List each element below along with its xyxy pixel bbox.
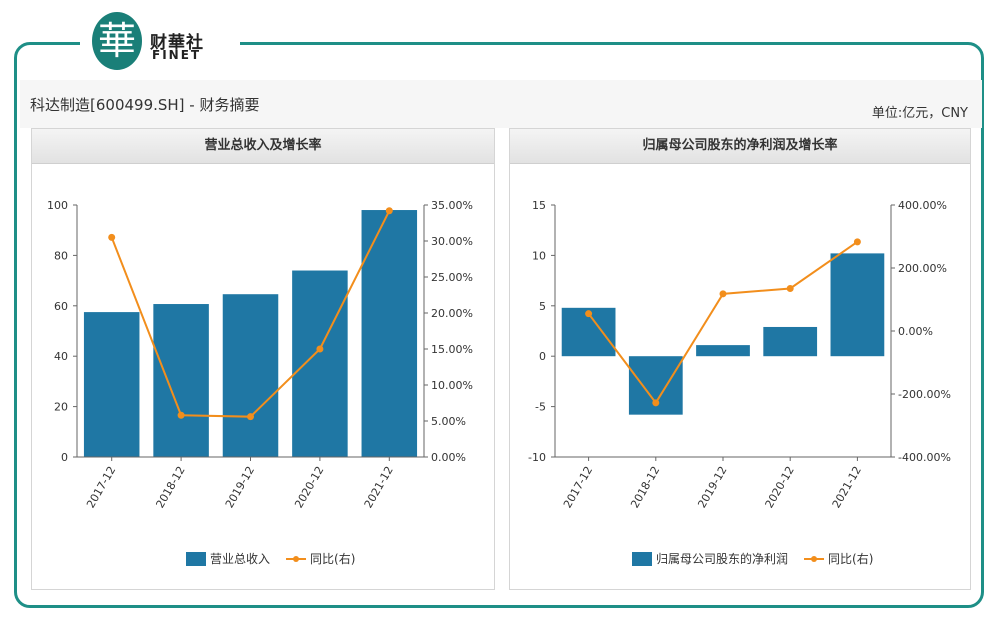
revenue-ytick-label: 20	[54, 401, 68, 414]
revenue-y2tick-label: 10.00%	[431, 379, 473, 392]
page-title: 科达制造[600499.SH] - 财务摘要	[30, 96, 260, 114]
brand-name-cn: 财華社	[150, 33, 204, 53]
brand-name-en: FINET	[152, 48, 202, 62]
revenue-y2tick-label: 25.00%	[431, 271, 473, 284]
revenue-bar	[292, 270, 348, 457]
net-profit-ytick-label: 15	[532, 199, 546, 212]
net-profit-yoy-point	[719, 290, 727, 298]
net-profit-ytick-label: 5	[539, 300, 546, 313]
title-band	[20, 80, 982, 128]
finet-logo-icon: 華	[92, 12, 142, 70]
revenue-xtick-label: 2020-12	[292, 464, 326, 510]
revenue-ytick-label: 40	[54, 350, 68, 363]
net-profit-y2tick-label: 400.00%	[898, 199, 947, 212]
revenue-yoy-point	[108, 233, 116, 241]
outer-frame	[14, 42, 984, 608]
net-profit-chart: -10 -5 0 5 10 15 -400.00% -200.00% 0.00% 200.00% 4…	[528, 199, 951, 566]
revenue-legend-line-label: 同比(右)	[310, 551, 355, 566]
net-profit-bar	[696, 345, 750, 357]
net-profit-legend-line-label: 同比(右)	[828, 551, 873, 566]
net-profit-yoy-point	[585, 310, 593, 318]
net-profit-y2tick-label: 0.00%	[898, 325, 933, 338]
revenue-ytick-label: 60	[54, 300, 68, 313]
net-profit-ytick-label: 0	[539, 350, 546, 363]
net-profit-legend-line-marker	[811, 556, 818, 562]
revenue-bar	[222, 294, 279, 457]
revenue-legend-bar-label: 营业总收入	[210, 552, 270, 566]
revenue-yoy-point	[316, 345, 324, 353]
net-profit-bar	[763, 326, 818, 357]
revenue-ytick-label: 80	[54, 249, 68, 262]
net-profit-yoy-line	[587, 241, 858, 405]
revenue-yoy-point	[177, 411, 185, 419]
net-profit-yoy-point	[652, 399, 660, 407]
unit-label: 单位:亿元，CNY	[871, 106, 968, 121]
revenue-ytick-label: 0	[61, 451, 68, 464]
net-profit-chart-title: 归属母公司股东的净利润及增长率	[510, 129, 970, 164]
revenue-legend-line-marker	[293, 556, 300, 562]
revenue-bar	[83, 312, 140, 457]
revenue-y2tick-label: 15.00%	[431, 343, 473, 356]
revenue-y2tick-label: 30.00%	[431, 235, 473, 248]
net-profit-legend-bar-swatch	[632, 552, 652, 566]
net-profit-ytick-label: -5	[535, 401, 546, 414]
revenue-bar	[153, 304, 209, 457]
net-profit-ytick-label: -10	[528, 451, 546, 464]
net-profit-bar	[830, 253, 885, 357]
net-profit-y2tick-label: -200.00%	[898, 388, 951, 401]
revenue-y2tick-label: 5.00%	[431, 415, 466, 428]
revenue-xtick-label: 2017-12	[84, 464, 118, 510]
revenue-y2tick-label: 20.00%	[431, 307, 473, 320]
revenue-y2tick-label: 0.00%	[431, 451, 466, 464]
net-profit-legend-bar-label: 归属母公司股东的净利润	[656, 551, 788, 566]
revenue-y2tick-label: 35.00%	[431, 199, 473, 212]
revenue-xtick-label: 2021-12	[362, 464, 396, 510]
net-profit-xtick-label: 2018-12	[628, 464, 662, 510]
revenue-xtick-label: 2018-12	[153, 464, 187, 510]
net-profit-xtick-label: 2020-12	[763, 464, 797, 510]
net-profit-yoy-point	[786, 284, 794, 292]
net-profit-y2tick-label: 200.00%	[898, 262, 947, 275]
revenue-chart-title: 营业总收入及增长率	[32, 129, 494, 164]
net-profit-y2tick-label: -400.00%	[898, 451, 951, 464]
net-profit-panel: 归属母公司股东的净利润及增长率 -10 -5 0 5 10 15 -400.00% -200.…	[509, 128, 971, 590]
net-profit-xtick-label: 2017-12	[561, 464, 595, 510]
net-profit-ytick-label: 10	[532, 249, 546, 262]
revenue-bar	[361, 210, 418, 457]
revenue-chart: 0 20 40 60 80 100 0.00% 5.00% 10.00% 15.00% 20.00%…	[47, 199, 473, 566]
revenue-xtick-label: 2019-12	[223, 464, 257, 510]
revenue-yoy-point	[385, 207, 393, 215]
net-profit-xtick-label: 2021-12	[830, 464, 864, 510]
revenue-yoy-point	[247, 413, 254, 421]
revenue-legend-bar-swatch	[186, 552, 206, 566]
net-profit-yoy-point	[853, 238, 861, 246]
net-profit-xtick-label: 2019-12	[695, 464, 729, 510]
revenue-ytick-label: 100	[47, 199, 68, 212]
revenue-panel: 营业总收入及增长率 0 20 40 60 80 100 0.00% 5.00% 10.00% 15…	[31, 128, 495, 590]
